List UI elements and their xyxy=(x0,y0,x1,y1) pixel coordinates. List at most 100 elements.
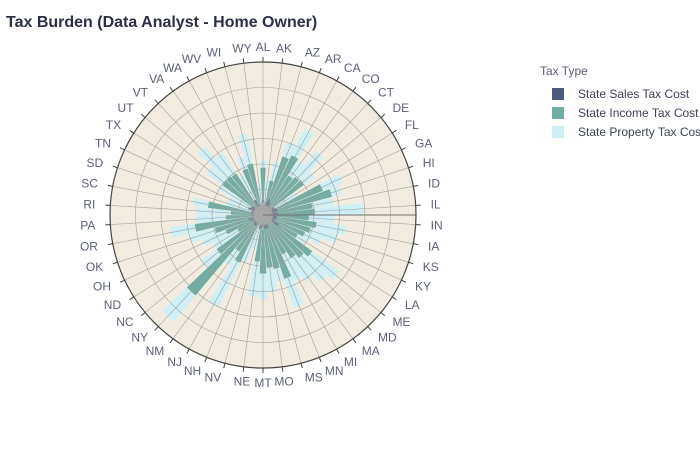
angular-tick xyxy=(223,61,226,67)
bar-mo-series-2[interactable] xyxy=(266,267,278,293)
angular-gridline xyxy=(124,149,264,216)
angular-gridline xyxy=(224,214,264,364)
angular-tick-label-tx: TX xyxy=(106,118,121,132)
angular-tick-label-pa: PA xyxy=(80,219,95,233)
angular-tick-label-or: OR xyxy=(80,239,98,253)
chart-title: Tax Burden (Data Analyst - Home Owner) xyxy=(6,14,318,31)
angular-tick xyxy=(413,243,419,246)
angular-tick-label-oh: OH xyxy=(93,280,111,294)
angular-gridline xyxy=(206,72,264,216)
angular-tick xyxy=(129,129,135,134)
angular-tick-label-nd: ND xyxy=(104,298,122,312)
bar-ms-series-2[interactable] xyxy=(273,267,284,283)
angular-tick-label-ca: CA xyxy=(344,61,361,75)
bar-az-series-2[interactable] xyxy=(269,161,280,182)
angular-gridline xyxy=(262,103,368,216)
bar-ks-series-2[interactable] xyxy=(309,227,338,244)
angular-tick-label-ky: KY xyxy=(415,280,431,294)
bar-ia-series-2[interactable] xyxy=(315,222,346,236)
bar-mi-series-2[interactable] xyxy=(281,252,302,282)
angular-tick-label-mi: MI xyxy=(344,355,357,369)
bar-pa-series-2[interactable] xyxy=(195,215,227,224)
angular-gridline xyxy=(262,80,337,216)
angular-tick-label-al: AL xyxy=(256,40,271,54)
angular-tick-label-wy: WY xyxy=(232,41,251,55)
angular-gridline xyxy=(117,214,264,263)
legend-label-sales: State Sales Tax Cost xyxy=(578,86,690,101)
bar-id-series-2[interactable] xyxy=(311,197,334,209)
angular-tick-label-ks: KS xyxy=(423,260,439,274)
angular-tick xyxy=(186,348,190,354)
angular-tick-label-sc: SC xyxy=(81,177,98,191)
angular-tick-label-mn: MN xyxy=(325,364,344,378)
angular-gridline xyxy=(262,214,320,358)
angular-tick xyxy=(112,165,118,169)
bar-ne-series-2[interactable] xyxy=(248,261,260,297)
legend-label-income: State Income Tax Cost xyxy=(578,105,699,120)
angular-tick-label-va: VA xyxy=(149,72,164,86)
bar-in-series-2[interactable] xyxy=(308,215,335,224)
angular-gridline xyxy=(112,186,264,216)
angular-gridline xyxy=(158,214,264,327)
legend-item-income[interactable]: State Income Tax Cost xyxy=(540,103,700,122)
angular-tick-label-ri: RI xyxy=(83,197,95,211)
bar-ok-series-2[interactable] xyxy=(189,227,217,243)
bar-sc-series-2[interactable] xyxy=(192,197,210,208)
angular-gridline xyxy=(112,214,264,244)
legend-swatch-property xyxy=(552,125,564,138)
angular-tick xyxy=(391,296,397,301)
bar-nj-series-2[interactable] xyxy=(209,259,241,307)
angular-gridline xyxy=(262,63,283,216)
bar-ky-series-2[interactable] xyxy=(302,231,322,246)
bar-ca-series-2[interactable] xyxy=(291,128,314,159)
angular-gridline xyxy=(144,214,264,313)
bar-mn-series-2[interactable] xyxy=(284,276,305,308)
angular-gridline xyxy=(262,149,402,216)
legend-item-sales[interactable]: State Sales Tax Cost xyxy=(540,84,700,103)
angular-gridline xyxy=(262,72,320,216)
angular-tick xyxy=(380,113,386,118)
angular-gridline xyxy=(262,205,416,216)
angular-tick xyxy=(186,76,190,82)
angular-tick xyxy=(140,113,146,118)
angular-tick-label-ny: NY xyxy=(131,330,148,344)
angular-tick-label-ia: IA xyxy=(428,239,439,253)
legend-swatch-sales xyxy=(552,87,564,100)
bar-or-series-2[interactable] xyxy=(170,224,197,238)
angular-tick-label-la: LA xyxy=(405,298,420,312)
angular-tick xyxy=(318,67,322,73)
angular-gridline xyxy=(262,91,354,216)
angular-gridline xyxy=(189,80,264,216)
angular-tick-label-ok: OK xyxy=(86,260,103,274)
angular-tick xyxy=(107,243,113,246)
angular-gridline xyxy=(262,117,382,216)
bar-ga-series-2[interactable] xyxy=(319,173,343,191)
angular-tick xyxy=(242,366,245,372)
angular-gridline xyxy=(262,214,283,367)
bar-oh-series-2[interactable] xyxy=(201,230,228,247)
angular-tick-label-tn: TN xyxy=(95,136,111,150)
angular-tick-label-wv: WV xyxy=(182,52,201,66)
angular-tick-label-in: IN xyxy=(431,219,443,233)
angular-gridline xyxy=(262,214,354,339)
angular-tick-label-me: ME xyxy=(392,315,410,329)
angular-tick xyxy=(119,279,125,283)
angular-tick-label-sd: SD xyxy=(87,156,104,170)
angular-tick xyxy=(391,129,397,134)
angular-tick xyxy=(300,61,303,67)
angular-tick xyxy=(242,58,245,64)
angular-tick xyxy=(154,326,159,331)
bar-ri-series-2[interactable] xyxy=(196,207,232,215)
angular-tick xyxy=(129,296,135,301)
angular-tick-label-nv: NV xyxy=(205,371,222,385)
angular-tick-label-wi: WI xyxy=(207,45,222,59)
bar-or-series-1[interactable] xyxy=(194,216,256,232)
legend-title: Tax Type xyxy=(540,64,588,78)
bar-ar-series-2[interactable] xyxy=(282,141,296,159)
angular-gridline xyxy=(243,214,264,367)
angular-tick xyxy=(352,338,357,344)
angular-gridline xyxy=(243,63,264,216)
legend-item-property[interactable]: State Property Tax Cost xyxy=(540,122,700,141)
angular-tick xyxy=(281,366,284,372)
